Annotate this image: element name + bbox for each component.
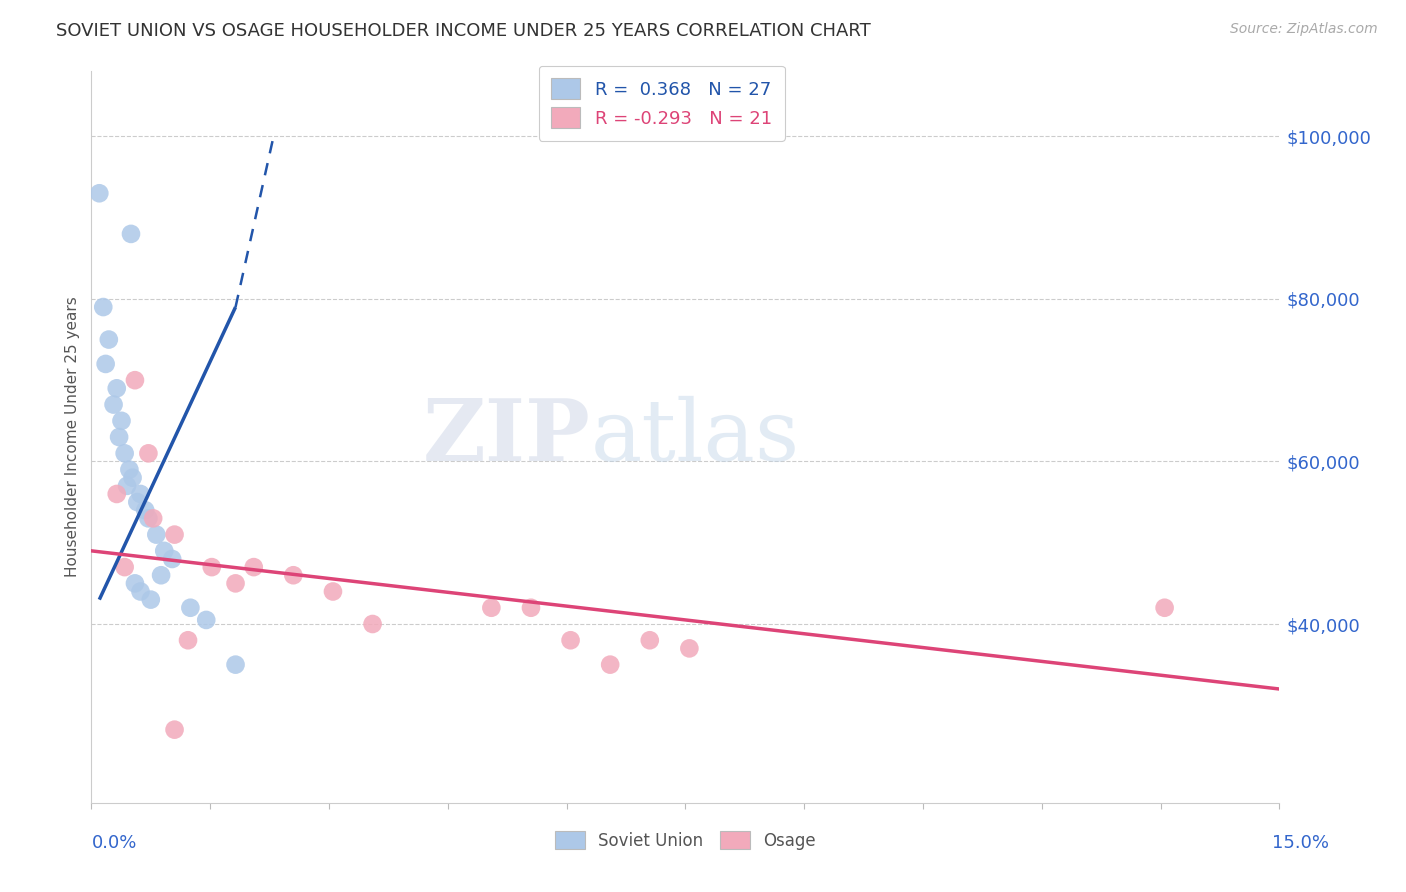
- Point: [145, 527, 167, 541]
- Point: [163, 723, 186, 737]
- Point: [115, 479, 138, 493]
- Point: [150, 568, 173, 582]
- Text: atlas: atlas: [591, 395, 800, 479]
- Point: [129, 487, 152, 501]
- Text: 0.0%: 0.0%: [91, 834, 136, 852]
- Text: Source: ZipAtlas.com: Source: ZipAtlas.com: [1230, 22, 1378, 37]
- Point: [160, 552, 183, 566]
- Point: [479, 600, 502, 615]
- Point: [94, 357, 117, 371]
- Point: [283, 568, 305, 582]
- Point: [201, 560, 224, 574]
- Point: [110, 414, 132, 428]
- Point: [142, 511, 165, 525]
- Point: [638, 633, 661, 648]
- Point: [134, 503, 156, 517]
- Point: [177, 633, 200, 648]
- Point: [1153, 600, 1175, 615]
- Point: [121, 471, 143, 485]
- Point: [599, 657, 621, 672]
- Point: [242, 560, 264, 574]
- Point: [195, 613, 218, 627]
- Point: [97, 333, 120, 347]
- Point: [361, 617, 384, 632]
- Point: [129, 584, 152, 599]
- Point: [520, 600, 543, 615]
- Text: ZIP: ZIP: [423, 395, 591, 479]
- Point: [124, 373, 146, 387]
- Point: [225, 657, 247, 672]
- Point: [179, 600, 201, 615]
- Point: [120, 227, 142, 241]
- Point: [105, 381, 128, 395]
- Point: [138, 511, 160, 525]
- Point: [108, 430, 131, 444]
- Point: [118, 462, 141, 476]
- Point: [560, 633, 582, 648]
- Point: [114, 446, 136, 460]
- Text: SOVIET UNION VS OSAGE HOUSEHOLDER INCOME UNDER 25 YEARS CORRELATION CHART: SOVIET UNION VS OSAGE HOUSEHOLDER INCOME…: [56, 22, 870, 40]
- Point: [163, 527, 186, 541]
- Point: [124, 576, 146, 591]
- Y-axis label: Householder Income Under 25 years: Householder Income Under 25 years: [65, 297, 80, 577]
- Point: [114, 560, 136, 574]
- Point: [322, 584, 344, 599]
- Legend: Soviet Union, Osage: Soviet Union, Osage: [548, 824, 823, 856]
- Point: [103, 398, 125, 412]
- Point: [105, 487, 128, 501]
- Point: [127, 495, 149, 509]
- Point: [91, 300, 114, 314]
- Point: [225, 576, 247, 591]
- Point: [678, 641, 700, 656]
- Point: [89, 186, 111, 201]
- Point: [153, 544, 176, 558]
- Point: [138, 446, 160, 460]
- Text: 15.0%: 15.0%: [1271, 834, 1329, 852]
- Point: [139, 592, 162, 607]
